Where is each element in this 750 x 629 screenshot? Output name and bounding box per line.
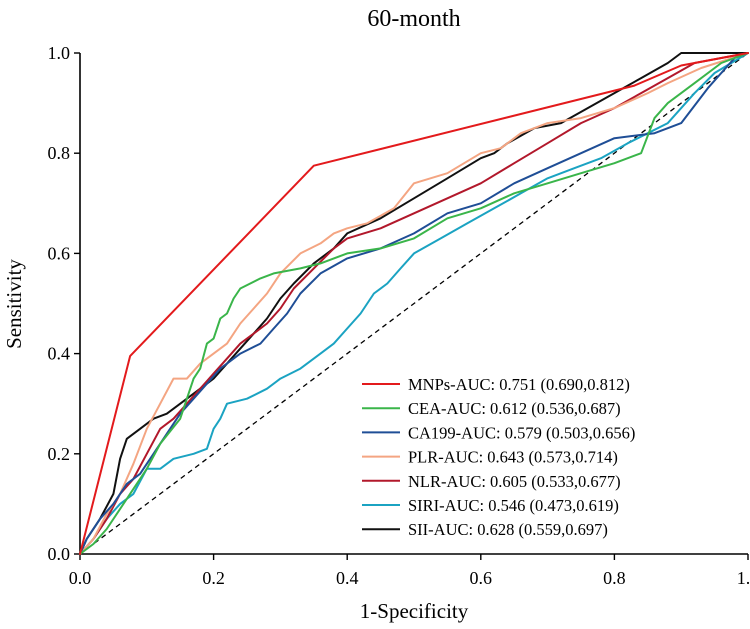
y-tick-label: 0.4	[48, 344, 71, 364]
legend-label-nlr: NLR-AUC: 0.605 (0.533,0.677)	[408, 472, 621, 491]
x-tick-label: 0.2	[202, 568, 225, 588]
legend-label-sii: SII-AUC: 0.628 (0.559,0.697)	[408, 520, 608, 539]
series-layer	[79, 52, 749, 555]
roc-curve-ca199	[79, 52, 749, 555]
legend-label-cea: CEA-AUC: 0.612 (0.536,0.687)	[408, 399, 621, 418]
x-tick-label: 1.0	[737, 568, 750, 588]
reference-diagonal-line	[79, 52, 749, 555]
roc-curve-mnps	[79, 52, 749, 555]
roc-curve-sii	[79, 52, 749, 555]
x-tick-label: 0.6	[470, 568, 493, 588]
legend-label-mnps: MNPs-AUC: 0.751 (0.690,0.812)	[408, 375, 630, 394]
x-axis-title: 1-Specificity	[360, 599, 469, 623]
legend: MNPs-AUC: 0.751 (0.690,0.812) CEA-AUC: 0.…	[362, 375, 635, 539]
roc-curve-plr	[79, 52, 749, 555]
y-tick-label: 0.2	[48, 444, 71, 464]
y-tick-label: 0.6	[48, 243, 71, 263]
x-tick-label: 0.0	[69, 568, 92, 588]
y-axis-title: Sensitivity	[2, 259, 26, 349]
y-tick-label: 0.0	[48, 544, 71, 564]
reference-diagonal-layer	[79, 52, 749, 555]
legend-label-siri: SIRI-AUC: 0.546 (0.473,0.619)	[408, 496, 619, 515]
chart-title: 60-month	[367, 6, 460, 32]
legend-label-ca199: CA199-AUC: 0.579 (0.503,0.656)	[408, 423, 635, 442]
x-tick-label: 0.4	[336, 568, 359, 588]
roc-curve-siri	[79, 52, 749, 555]
roc-curve-cea	[79, 52, 749, 555]
x-tick-label: 0.8	[603, 568, 626, 588]
y-tick-label: 1.0	[48, 43, 71, 63]
legend-label-plr: PLR-AUC: 0.643 (0.573,0.714)	[408, 448, 618, 467]
axes: 0.0 0.2 0.4 0.6 0.8 1.0 0.0 0.2 0.4 0.6 0.8 1.0	[48, 43, 750, 588]
y-tick-label: 0.8	[48, 143, 71, 163]
roc-curve-nlr	[79, 52, 749, 555]
